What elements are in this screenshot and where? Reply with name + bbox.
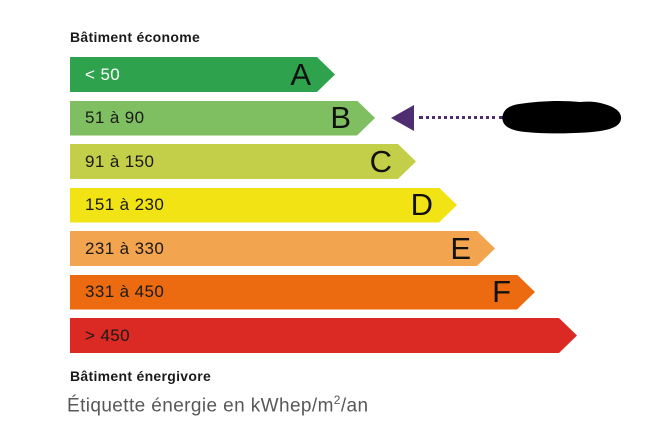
energy-bar-f-letter: F [492, 273, 511, 309]
energy-bar-b: 51 à 90 B [70, 101, 375, 136]
energy-bar-e-range: 231 à 330 [85, 238, 165, 258]
energy-bar-b-letter: B [330, 99, 351, 135]
energy-bar-c: 91 à 150 C [70, 144, 416, 179]
caption-superscript: 2 [333, 393, 341, 407]
energy-bars: < 50 A 51 à 90 B 91 à 150 C 151 à 230 D … [70, 57, 577, 362]
energy-bar-a-range: < 50 [85, 64, 121, 84]
energy-bar-g-range: > 450 [85, 325, 131, 345]
redacted-value-scribble [500, 100, 624, 139]
energy-bar-a-letter: A [290, 56, 311, 92]
energy-bar-d-letter: D [410, 186, 433, 222]
energy-bar-d-range: 151 à 230 [85, 195, 165, 214]
caption-suffix: /an [340, 395, 369, 417]
caption-prefix: Étiquette énergie en kWhep/m [67, 395, 334, 417]
energy-bar-f: 331 à 450 F [70, 275, 535, 310]
energy-bar-e-letter: E [450, 230, 471, 266]
energy-bar-c-range: 91 à 150 [85, 151, 155, 171]
energy-bar-a: < 50 A [70, 57, 335, 92]
dotted-connector-line [419, 116, 503, 119]
selected-rating-arrow-icon [391, 105, 414, 131]
energy-bar-g: > 450 [70, 318, 577, 353]
energy-bar-e: 231 à 330 E [70, 231, 495, 266]
energy-bar-d: 151 à 230 D [70, 188, 457, 223]
top-axis-label: Bâtiment économe [70, 29, 201, 45]
energy-bar-c-letter: C [369, 143, 392, 179]
bottom-axis-label: Bâtiment énergivore [70, 368, 212, 384]
energy-bar-f-range: 331 à 450 [85, 282, 165, 301]
chart-caption: Étiquette énergie en kWhep/m2/an [67, 393, 369, 417]
energy-bar-b-range: 51 à 90 [85, 108, 145, 127]
